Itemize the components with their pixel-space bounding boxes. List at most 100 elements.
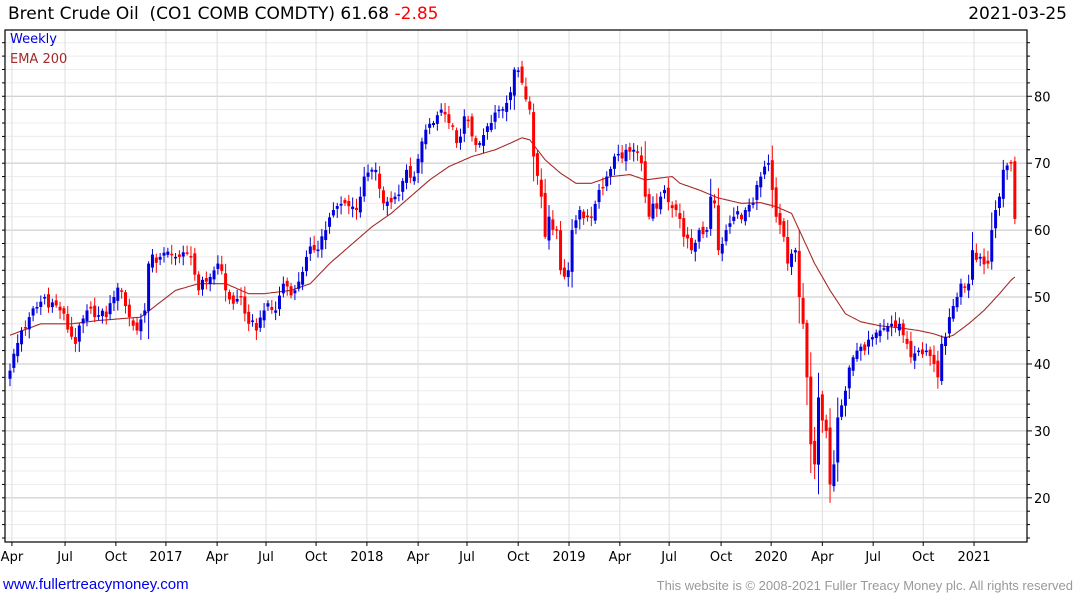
candle-up bbox=[940, 343, 944, 382]
candle-down bbox=[894, 320, 897, 328]
candle-down bbox=[863, 344, 867, 351]
y-tick-label: 30 bbox=[1034, 425, 1051, 440]
x-tick-label: Oct bbox=[105, 550, 127, 565]
candle-down bbox=[786, 236, 790, 264]
candle-down bbox=[778, 213, 782, 225]
candle-up bbox=[462, 116, 466, 134]
candle-down bbox=[932, 354, 936, 364]
candle-down bbox=[447, 114, 451, 124]
candle-down bbox=[643, 161, 647, 197]
candle-down bbox=[443, 111, 447, 115]
candle-up bbox=[709, 196, 713, 229]
candle-up bbox=[632, 149, 636, 152]
candle-down bbox=[689, 238, 693, 251]
candle-up bbox=[301, 271, 305, 285]
candle-up bbox=[308, 246, 312, 254]
website-link[interactable]: www.fullertreacymoney.com bbox=[3, 576, 189, 593]
candle-down bbox=[974, 252, 978, 260]
candle-up bbox=[85, 310, 89, 322]
candle-up bbox=[663, 189, 666, 194]
candle-up bbox=[458, 136, 462, 143]
candle-up bbox=[728, 223, 732, 227]
candle-down bbox=[54, 300, 58, 306]
candle-up bbox=[328, 217, 332, 227]
candle-up bbox=[293, 290, 297, 294]
candle-up bbox=[955, 297, 959, 308]
candle-up bbox=[790, 253, 794, 267]
candle-down bbox=[636, 151, 640, 153]
x-tick-label: Apr bbox=[609, 550, 632, 565]
x-tick-label: Oct bbox=[912, 550, 934, 565]
candle-down bbox=[1013, 161, 1017, 219]
candle-up bbox=[605, 176, 609, 187]
candle-up bbox=[35, 307, 39, 309]
y-tick-label: 80 bbox=[1034, 90, 1051, 105]
candle-down bbox=[70, 326, 74, 337]
candle-up bbox=[516, 70, 520, 72]
candle-up bbox=[1001, 169, 1005, 199]
candle-down bbox=[285, 280, 289, 287]
candle-up bbox=[401, 180, 405, 192]
candle-up bbox=[100, 310, 104, 317]
candle-up bbox=[139, 319, 143, 332]
candle-down bbox=[124, 292, 127, 307]
candle-up bbox=[697, 230, 701, 242]
candle-down bbox=[601, 186, 605, 189]
candle-up bbox=[251, 320, 255, 322]
candle-down bbox=[177, 254, 181, 257]
candle-down bbox=[528, 101, 532, 110]
candle-up bbox=[351, 206, 355, 210]
candle-up bbox=[651, 203, 655, 219]
candle-down bbox=[701, 226, 705, 235]
candle-down bbox=[47, 294, 50, 308]
candle-down bbox=[770, 160, 774, 190]
candle-down bbox=[355, 207, 358, 211]
candle-up bbox=[297, 281, 301, 289]
candle-up bbox=[493, 112, 497, 122]
candle-down bbox=[220, 264, 224, 271]
candle-down bbox=[539, 179, 543, 197]
candle-down bbox=[589, 216, 593, 218]
candle-down bbox=[120, 290, 124, 292]
candle-down bbox=[378, 173, 382, 189]
candle-up bbox=[624, 149, 628, 162]
ticker: (CO1 COMB COMDTY) bbox=[149, 4, 336, 24]
candle-down bbox=[239, 296, 243, 298]
candle-up bbox=[870, 337, 874, 340]
candle-up bbox=[478, 143, 482, 145]
candle-up bbox=[266, 303, 270, 307]
candle-down bbox=[347, 201, 351, 207]
candle-up bbox=[324, 230, 328, 240]
x-tick-label: 2021 bbox=[957, 550, 990, 565]
candle-down bbox=[801, 297, 805, 324]
candle-up bbox=[166, 251, 170, 255]
candle-up bbox=[882, 328, 886, 330]
candle-down bbox=[127, 304, 131, 318]
candle-up bbox=[612, 156, 616, 169]
candle-down bbox=[227, 292, 231, 300]
candle-up bbox=[112, 297, 116, 304]
ema-line-group bbox=[9, 137, 1016, 339]
x-tick-label: 2018 bbox=[350, 550, 383, 565]
candle-down bbox=[389, 197, 393, 203]
y-tick-label: 20 bbox=[1034, 492, 1051, 507]
candle-up bbox=[8, 370, 12, 379]
candle-down bbox=[185, 252, 189, 254]
y-tick-label: 60 bbox=[1034, 224, 1051, 239]
candle-down bbox=[682, 218, 686, 237]
candle-up bbox=[878, 330, 882, 337]
candle-down bbox=[408, 166, 412, 178]
candle-down bbox=[343, 199, 347, 204]
candle-up bbox=[867, 339, 871, 347]
candle-up bbox=[497, 109, 501, 112]
candle-up bbox=[150, 254, 154, 268]
candle-down bbox=[532, 112, 536, 157]
candle-up bbox=[851, 357, 855, 371]
candle-up bbox=[12, 353, 16, 368]
candle-up bbox=[174, 256, 178, 259]
candle-down bbox=[224, 273, 228, 291]
candle-up bbox=[281, 283, 285, 294]
candle-down bbox=[901, 323, 905, 336]
candle-up bbox=[720, 243, 724, 254]
